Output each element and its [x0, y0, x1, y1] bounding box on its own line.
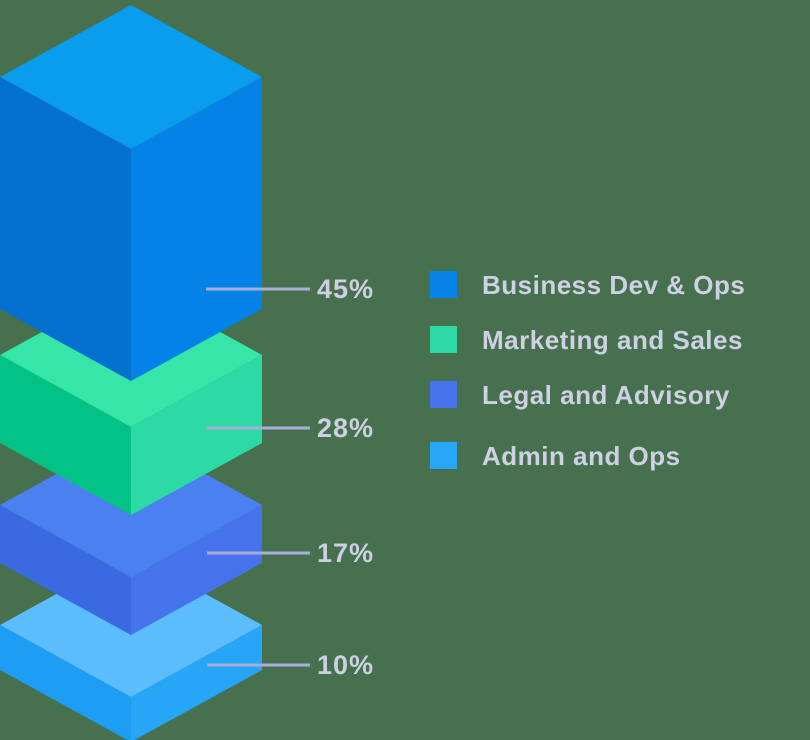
legend-label-admin-and-ops: Admin and Ops: [482, 441, 681, 471]
legend-item-business-dev-ops: Business Dev & Ops: [430, 270, 745, 300]
cube-legal-and-advisory-right-face: [131, 505, 262, 635]
legend-label-marketing-and-sales: Marketing and Sales: [482, 325, 743, 355]
legend-swatch-marketing-and-sales: [430, 326, 457, 353]
value-label-marketing-and-sales: 28%: [317, 413, 374, 443]
legend-item-admin-and-ops: Admin and Ops: [430, 441, 681, 471]
legend-swatch-business-dev-ops: [430, 271, 457, 298]
legend-swatch-legal-and-advisory: [430, 381, 457, 408]
legend-label-legal-and-advisory: Legal and Advisory: [482, 380, 730, 410]
cube-business-dev-ops: [0, 5, 262, 381]
cube-legal-and-advisory-left-face: [0, 505, 131, 635]
cube-admin-and-ops-left-face: [0, 625, 131, 740]
legend-label-business-dev-ops: Business Dev & Ops: [482, 270, 745, 300]
value-label-admin-and-ops: 10%: [317, 650, 374, 680]
cube-business-dev-ops-left-face: [0, 77, 131, 381]
legend-item-legal-and-advisory: Legal and Advisory: [430, 380, 730, 410]
cube-marketing-and-sales-left-face: [0, 355, 131, 515]
value-label-legal-and-advisory: 17%: [317, 538, 374, 568]
cube-business-dev-ops-right-face: [131, 77, 262, 381]
cube-marketing-and-sales-right-face: [131, 355, 262, 515]
connector-lines: [206, 287, 310, 667]
chart-legend: Business Dev & Ops Marketing and Sales L…: [430, 270, 745, 471]
cube-admin-and-ops-right-face: [131, 625, 262, 740]
value-label-business-dev-ops: 45%: [317, 274, 374, 304]
value-labels: 45% 28% 17% 10%: [317, 274, 374, 680]
legend-swatch-admin-and-ops: [430, 442, 457, 469]
legend-item-marketing-and-sales: Marketing and Sales: [430, 325, 743, 355]
